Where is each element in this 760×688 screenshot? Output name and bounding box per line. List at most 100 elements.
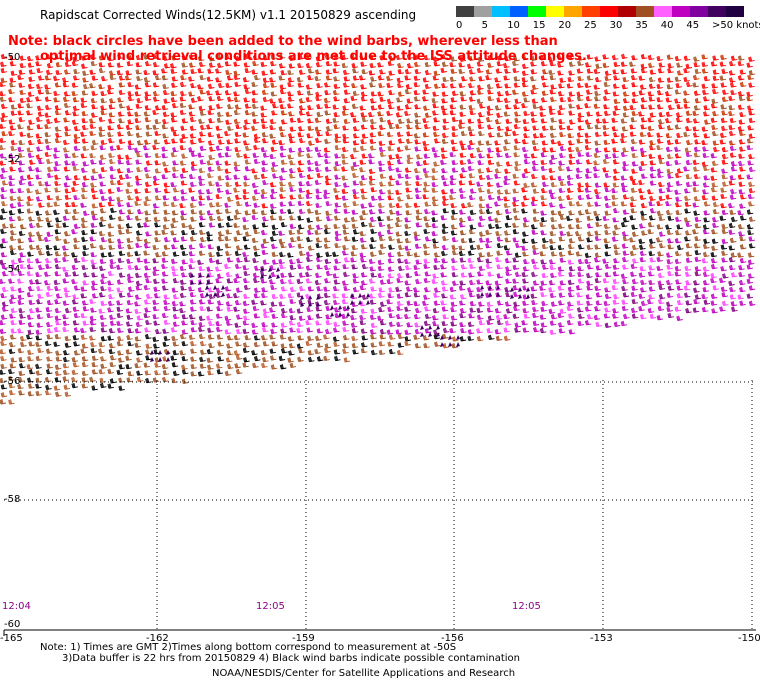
legend-swatch: [726, 6, 744, 17]
legend-label: 15: [532, 20, 546, 31]
wind-flag: [436, 332, 440, 337]
wind-flag: [518, 287, 522, 292]
wind-flag: [198, 273, 202, 278]
wind-flag: [206, 273, 210, 278]
legend-swatch: [474, 6, 492, 17]
wind-flag: [346, 312, 350, 317]
wind-flag: [190, 280, 194, 285]
legend-swatch: [672, 6, 690, 17]
wind-flag: [166, 357, 170, 362]
legend-swatch: [546, 6, 564, 17]
wind-flag: [150, 357, 154, 362]
wind-flag: [350, 300, 354, 305]
legend-labels: 0 5 10 15 20 25 30 35 40 45 >50 knots: [456, 20, 760, 34]
legend-swatch: [600, 6, 618, 17]
lon-label: -156: [441, 633, 464, 644]
wind-flag: [510, 287, 514, 292]
lon-label: -159: [292, 633, 315, 644]
wind-barb-group: [0, 53, 756, 209]
wind-barb-group: [0, 53, 756, 405]
legend-swatch: [618, 6, 636, 17]
lon-label: -162: [146, 633, 169, 644]
lat-label: -52: [4, 154, 20, 165]
wind-flag: [260, 267, 264, 272]
wind-flag: [190, 273, 194, 278]
legend-swatch: [636, 6, 654, 17]
wind-flag: [440, 335, 444, 340]
lat-label: -60: [4, 619, 20, 630]
wind-flag: [436, 325, 440, 330]
wind-flag: [330, 305, 334, 310]
lat-label: -50: [4, 52, 20, 63]
lon-label: -153: [590, 633, 613, 644]
wind-flag: [526, 294, 530, 299]
wind-flag: [260, 274, 264, 279]
wind-flag: [338, 312, 342, 317]
wind-barb-group: [0, 144, 756, 335]
wind-flag: [276, 274, 280, 279]
wind-barb-group: [0, 256, 754, 335]
lat-label: -54: [4, 264, 20, 275]
time-label: 12:05: [512, 601, 541, 612]
wind-flag: [213, 285, 217, 290]
legend-swatch: [654, 6, 672, 17]
time-labels: 12:04 12:05 12:05: [2, 601, 541, 612]
wind-flag: [268, 274, 272, 279]
legend-label: 35: [635, 20, 648, 31]
legend-swatch: [708, 6, 726, 17]
wind-flag: [448, 335, 452, 340]
map-title: Rapidscat Corrected Winds(12.5KM) v1.1 2…: [40, 8, 417, 22]
lon-label: -165: [0, 633, 23, 644]
wind-flag: [316, 295, 320, 300]
wind-flag: [221, 292, 225, 297]
wind-flag: [150, 350, 154, 355]
wind-flag: [206, 280, 210, 285]
wind-barb-group: [0, 53, 754, 146]
wind-flag: [448, 342, 452, 347]
legend-label: 25: [584, 20, 597, 31]
wind-flag: [358, 300, 362, 305]
wind-flag: [428, 325, 432, 330]
wind-flag: [440, 342, 444, 347]
longitude-labels: -165 -162 -159 -156 -153 -150: [0, 633, 760, 644]
wind-flag: [316, 302, 320, 307]
wind-speed-legend: 0 5 10 15 20 25 30 35 40 45 >50 knots: [456, 6, 760, 31]
wind-flag: [496, 285, 500, 290]
wind-flag: [366, 300, 370, 305]
wind-flag: [205, 292, 209, 297]
lon-label: -150: [738, 633, 760, 644]
wind-flag: [268, 267, 272, 272]
legend-swatch: [690, 6, 708, 17]
wind-flag: [480, 285, 484, 290]
lat-label: -58: [4, 494, 20, 505]
time-label: 12:05: [256, 601, 285, 612]
time-label: 12:04: [2, 601, 31, 612]
legend-swatch: [564, 6, 582, 17]
legend-color-bar: [456, 6, 744, 17]
legend-label: 45: [686, 20, 700, 31]
wind-flag: [420, 325, 424, 330]
legend-swatch: [510, 6, 528, 17]
wind-barb-group: [0, 144, 755, 405]
legend-label: 30: [609, 20, 623, 31]
wind-flag: [158, 350, 162, 355]
legend-swatch: [528, 6, 546, 17]
grid-lines: [4, 380, 756, 630]
wind-flag: [198, 280, 202, 285]
wind-barbs-layer: [0, 53, 756, 405]
wind-flag: [428, 332, 432, 337]
contamination-note-line1: Note: black circles have been added to t…: [8, 34, 558, 49]
wind-flag: [158, 357, 162, 362]
lat-label: -56: [4, 376, 20, 387]
wind-flag: [308, 295, 312, 300]
legend-label: >50 knots: [712, 20, 760, 31]
legend-swatch: [456, 6, 474, 17]
footer-credit: NOAA/NESDIS/Center for Satellite Applica…: [212, 668, 516, 679]
wind-flag: [366, 293, 370, 298]
wind-flag: [480, 292, 484, 297]
wind-barb-group: [0, 207, 756, 391]
legend-swatch: [582, 6, 600, 17]
wind-flag: [330, 312, 334, 317]
latitude-labels: -50 -52 -54 -56 -58 -60: [4, 52, 20, 630]
